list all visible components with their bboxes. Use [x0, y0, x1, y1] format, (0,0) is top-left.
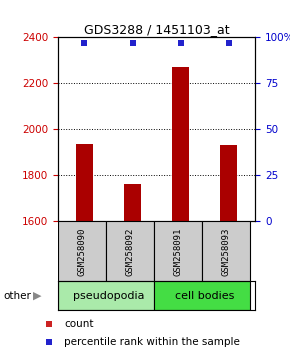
Text: GSM258091: GSM258091	[174, 227, 183, 275]
Text: percentile rank within the sample: percentile rank within the sample	[64, 337, 240, 347]
Text: ▶: ▶	[33, 291, 42, 301]
Text: cell bodies: cell bodies	[175, 291, 234, 301]
Bar	[202, 221, 250, 281]
Text: count: count	[64, 319, 94, 329]
Bar	[154, 281, 250, 310]
Text: GSM258093: GSM258093	[222, 227, 231, 275]
Bar	[58, 281, 154, 310]
Bar	[106, 221, 154, 281]
Bar	[220, 145, 237, 221]
Text: GSM258092: GSM258092	[126, 227, 135, 275]
Text: other: other	[3, 291, 31, 301]
Text: pseudopodia: pseudopodia	[73, 291, 144, 301]
Bar	[154, 221, 202, 281]
Bar	[172, 67, 189, 221]
Title: GDS3288 / 1451103_at: GDS3288 / 1451103_at	[84, 23, 229, 36]
Bar	[124, 184, 141, 221]
Bar	[58, 221, 106, 281]
Bar	[76, 144, 93, 221]
Text: GSM258090: GSM258090	[77, 227, 86, 275]
